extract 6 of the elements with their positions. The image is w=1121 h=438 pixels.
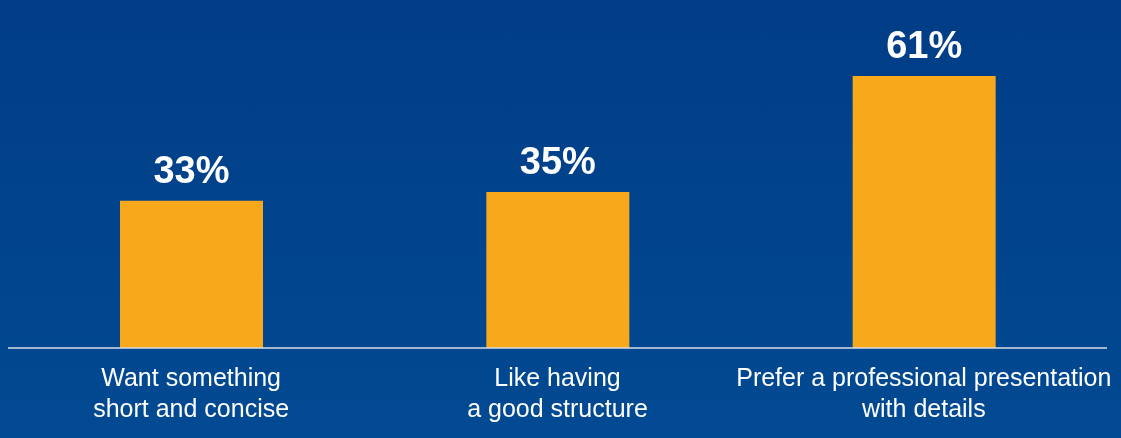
x-tick-label: Want something short and concise xyxy=(93,363,290,422)
x-tick-label: Prefer a professional presentation with details xyxy=(736,363,1112,422)
data-label: 33% xyxy=(153,148,230,191)
data-label: 35% xyxy=(519,139,596,182)
data-label: 61% xyxy=(886,24,963,66)
x-tick-label: Like having a good structure xyxy=(467,363,648,422)
